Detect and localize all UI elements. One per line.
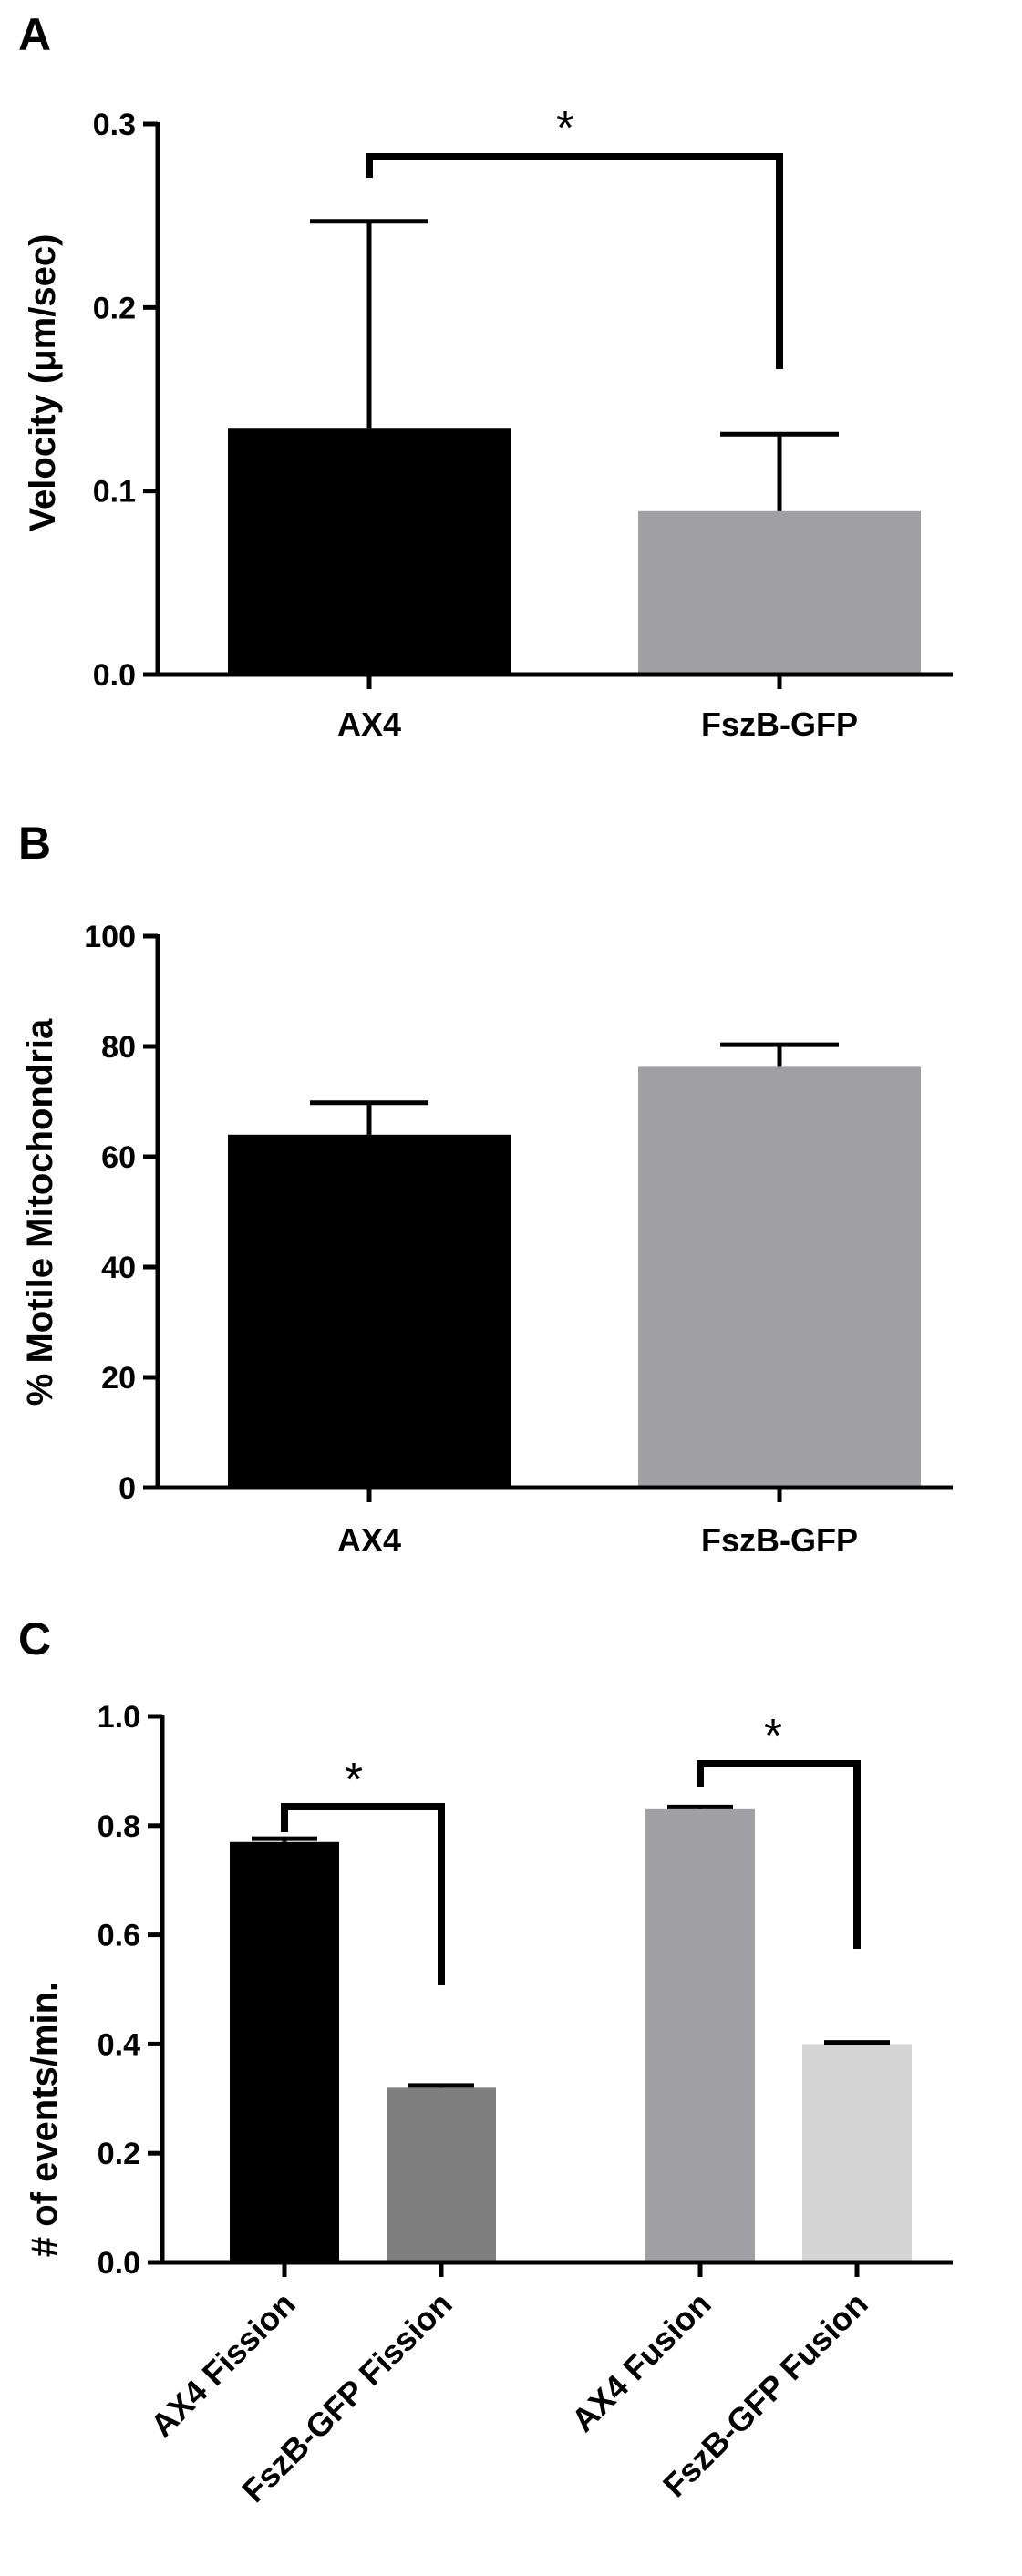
significance-bracket-0: [366, 153, 783, 369]
x-tick-label-0: AX4: [337, 706, 401, 743]
y-tick-label-4: 80: [101, 1030, 136, 1065]
y-tick-label-5: 1.0: [98, 1700, 140, 1735]
significance-label-0: *: [556, 102, 574, 155]
bar-1: [387, 2087, 496, 2262]
y-tick-label-1: 0.1: [93, 475, 136, 510]
y-tick-label-1: 20: [101, 1361, 136, 1396]
plot-area-a: 0.0 0.1 0.2 0.3 AX4 FszB-GFP *: [93, 102, 953, 743]
y-tick-label-3: 60: [101, 1140, 136, 1175]
y-tick-label-0: 0.0: [98, 2246, 140, 2281]
y-tick-label-2: 0.4: [98, 2027, 140, 2062]
panel-letter-c: C: [18, 1613, 51, 1664]
y-axis-title-b: % Motile Mitochondria: [20, 1018, 60, 1406]
panel-a: A Velocity (μm/sec) 0.0 0.1 0.2 0.3 AX4 FszB-…: [18, 9, 953, 743]
panel-letter-b: B: [18, 818, 51, 869]
y-tick-label-1: 0.2: [98, 2137, 140, 2171]
x-tick-label-0: AX4: [337, 1521, 401, 1559]
bar-0: [228, 1134, 511, 1488]
y-tick-label-2: 0.2: [93, 291, 136, 325]
y-tick-label-4: 0.8: [98, 1809, 140, 1844]
significance-label-1: *: [764, 1710, 782, 1763]
x-tick-label-1: FszB-GFP: [701, 1521, 858, 1559]
y-tick-label-2: 40: [101, 1251, 136, 1285]
significance-bracket-1: [697, 1760, 861, 1949]
panel-letter-a: A: [18, 9, 51, 60]
y-tick-label-0: 0: [119, 1471, 136, 1506]
plot-area-b: 0 20 40 60 80 100 AX4 FszB-GFP: [84, 920, 953, 1559]
significance-bracket-0: [281, 1803, 445, 1985]
panel-c: C # of events/min. 0.0 0.2 0.4 0.6 0.8 1.0 AX4…: [18, 1613, 953, 2509]
bar-1: [638, 1066, 921, 1488]
bar-3: [802, 2044, 912, 2262]
y-axis-title-c: # of events/min.: [25, 1982, 65, 2257]
bar-0: [230, 1841, 339, 2262]
panel-b: B % Motile Mitochondria 0 20 40 60 80 100 AX4 F…: [18, 818, 953, 1559]
x-tick-label-0: AX4 Fission: [143, 2285, 303, 2445]
y-tick-label-3: 0.6: [98, 1919, 140, 1953]
x-tick-label-2: AX4 Fusion: [564, 2285, 718, 2439]
y-tick-label-0: 0.0: [93, 658, 136, 693]
y-tick-label-3: 0.3: [93, 108, 136, 142]
bar-1: [638, 510, 921, 675]
y-axis-title-a: Velocity (μm/sec): [23, 234, 63, 532]
bar-0: [228, 428, 511, 675]
bar-2: [645, 1808, 755, 2262]
y-tick-label-5: 100: [84, 920, 136, 954]
significance-label-0: *: [345, 1754, 363, 1807]
x-tick-label-1: FszB-GFP: [701, 706, 858, 743]
